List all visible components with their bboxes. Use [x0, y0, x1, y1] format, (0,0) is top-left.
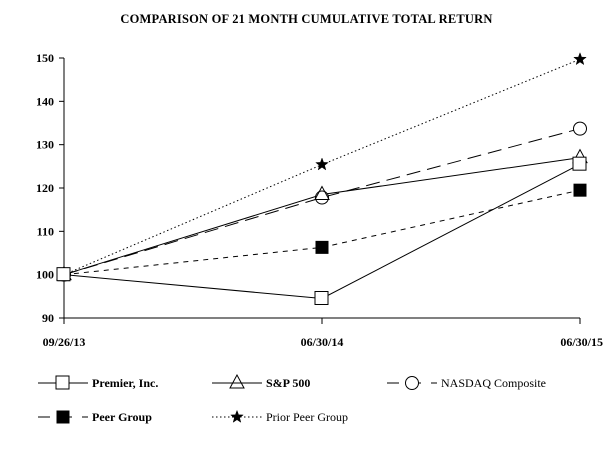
legend-marker-prior-peer-group: [230, 409, 244, 423]
y-tick-label: 110: [37, 224, 54, 238]
legend-label-peer-group: Peer Group: [92, 410, 152, 424]
legend-label-nasdaq-composite: NASDAQ Composite: [441, 376, 546, 390]
legend-marker-premier-inc: [55, 375, 70, 390]
y-tick-label: 130: [36, 138, 54, 152]
legend-label-s-p-500: S&P 500: [266, 376, 310, 390]
data-point-premier-inc: [56, 267, 71, 282]
data-point-prior-peer-group: [315, 157, 329, 171]
series-line-s-p-500: [63, 157, 581, 276]
legend-label-prior-peer-group: Prior Peer Group: [266, 410, 348, 424]
legend-label-premier-inc: Premier, Inc.: [92, 376, 158, 390]
data-point-prior-peer-group: [573, 52, 587, 66]
y-tick-label: 150: [36, 51, 54, 65]
data-point-nasdaq-composite: [573, 121, 587, 136]
series-line-premier-inc: [63, 163, 581, 300]
x-tick-label: 09/26/13: [43, 335, 86, 349]
series-line-nasdaq-composite: [63, 128, 581, 276]
legend-marker-nasdaq-composite: [405, 376, 419, 390]
x-tick-label: 06/30/14: [301, 335, 344, 349]
chart-title: COMPARISON OF 21 MONTH CUMULATIVE TOTAL …: [120, 12, 493, 26]
data-point-s-p-500: [314, 185, 330, 200]
y-tick-label: 120: [36, 181, 54, 195]
y-tick-label: 90: [42, 311, 54, 325]
data-point-peer-group: [315, 240, 329, 254]
y-tick-label: 100: [36, 268, 54, 282]
data-point-premier-inc: [314, 291, 329, 305]
legend-marker-peer-group: [56, 410, 70, 424]
legend-marker-s-p-500: [229, 373, 245, 389]
y-tick-label: 140: [36, 94, 54, 108]
data-point-peer-group: [573, 183, 587, 197]
x-tick-label: 06/30/15: [560, 335, 603, 349]
data-point-nasdaq-composite: [315, 190, 329, 205]
data-point-premier-inc: [572, 156, 587, 171]
